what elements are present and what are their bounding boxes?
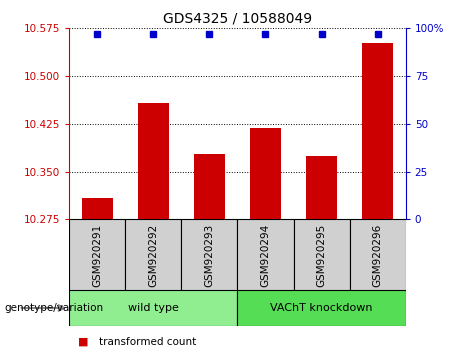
Bar xyxy=(362,43,393,219)
Text: GSM920293: GSM920293 xyxy=(204,223,214,286)
Bar xyxy=(125,219,181,290)
Bar xyxy=(237,219,294,290)
Bar xyxy=(306,156,337,219)
Bar xyxy=(250,129,281,219)
Title: GDS4325 / 10588049: GDS4325 / 10588049 xyxy=(163,12,312,26)
Bar xyxy=(82,199,112,219)
Bar xyxy=(69,290,237,326)
Bar xyxy=(138,103,169,219)
Text: GSM920291: GSM920291 xyxy=(92,223,102,286)
Text: GSM920294: GSM920294 xyxy=(260,223,271,286)
Text: wild type: wild type xyxy=(128,303,179,313)
Text: GSM920292: GSM920292 xyxy=(148,223,158,286)
Text: ■: ■ xyxy=(78,337,89,347)
Text: GSM920296: GSM920296 xyxy=(372,223,383,286)
Bar xyxy=(349,219,406,290)
Bar xyxy=(194,154,225,219)
Bar xyxy=(181,219,237,290)
Bar xyxy=(237,290,406,326)
Text: GSM920295: GSM920295 xyxy=(317,223,326,286)
Bar xyxy=(69,219,125,290)
Text: VAChT knockdown: VAChT knockdown xyxy=(270,303,373,313)
Bar xyxy=(294,219,349,290)
Text: genotype/variation: genotype/variation xyxy=(5,303,104,313)
Text: transformed count: transformed count xyxy=(99,337,196,347)
